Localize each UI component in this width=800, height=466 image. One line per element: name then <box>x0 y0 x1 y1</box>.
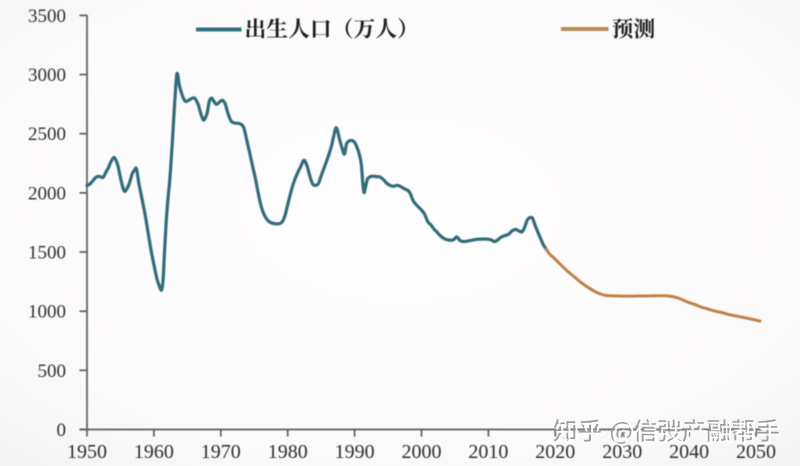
svg-text:2010: 2010 <box>468 441 508 463</box>
svg-text:2000: 2000 <box>28 183 66 204</box>
svg-text:2000: 2000 <box>402 441 442 463</box>
svg-text:2040: 2040 <box>669 441 709 463</box>
svg-text:2500: 2500 <box>28 124 66 145</box>
svg-text:500: 500 <box>38 361 67 382</box>
svg-text:1990: 1990 <box>335 441 375 463</box>
svg-text:2020: 2020 <box>535 441 575 463</box>
svg-text:3500: 3500 <box>28 6 66 27</box>
svg-text:1950: 1950 <box>67 441 107 463</box>
svg-text:1960: 1960 <box>134 441 174 463</box>
svg-text:2030: 2030 <box>602 441 642 463</box>
svg-text:1500: 1500 <box>28 243 66 264</box>
svg-text:2050: 2050 <box>736 441 776 463</box>
svg-text:1970: 1970 <box>201 441 241 463</box>
svg-text:3000: 3000 <box>28 65 66 86</box>
svg-text:1980: 1980 <box>268 441 308 463</box>
svg-text:0: 0 <box>57 420 67 441</box>
svg-text:1000: 1000 <box>28 302 66 323</box>
